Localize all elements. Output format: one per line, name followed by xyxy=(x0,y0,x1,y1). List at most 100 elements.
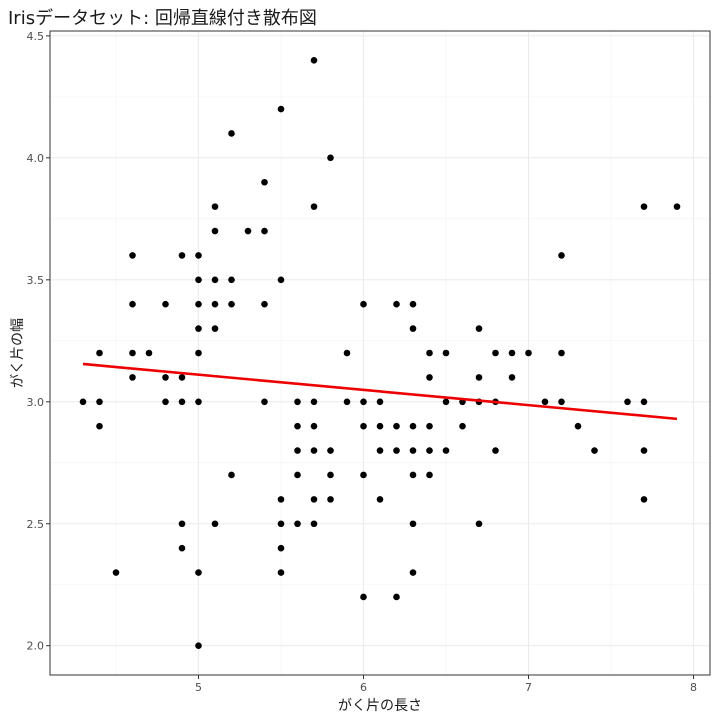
data-point xyxy=(145,349,153,357)
data-point xyxy=(211,300,219,308)
data-point xyxy=(261,398,268,406)
data-point xyxy=(195,276,202,284)
x-tick-label: 6 xyxy=(360,681,367,694)
data-point xyxy=(294,422,301,430)
data-point xyxy=(96,349,103,357)
data-point xyxy=(409,471,417,479)
data-point xyxy=(327,496,334,503)
data-point xyxy=(162,374,169,381)
data-point xyxy=(228,276,235,284)
data-point xyxy=(310,422,318,430)
data-point xyxy=(211,203,219,210)
x-tick-label: 5 xyxy=(195,681,202,694)
data-point xyxy=(492,447,499,454)
data-point xyxy=(327,447,334,454)
data-point xyxy=(195,398,202,406)
data-point xyxy=(409,325,417,332)
data-points xyxy=(79,56,681,650)
data-point xyxy=(277,105,285,113)
data-point xyxy=(310,496,318,503)
data-point xyxy=(360,471,367,479)
data-point xyxy=(360,422,367,430)
data-point xyxy=(228,130,235,137)
data-point xyxy=(261,300,268,308)
data-point xyxy=(393,447,400,454)
data-point xyxy=(640,398,648,406)
data-point xyxy=(162,398,169,406)
data-point xyxy=(129,300,136,308)
y-tick-label: 3.0 xyxy=(27,396,45,409)
data-point xyxy=(508,374,516,381)
data-point xyxy=(96,422,103,430)
plot-panel-border xyxy=(49,30,711,676)
y-tick-label: 4.0 xyxy=(27,152,45,165)
data-point xyxy=(343,398,351,406)
data-point xyxy=(310,520,318,528)
data-point xyxy=(640,496,648,503)
data-point xyxy=(591,447,598,454)
data-point xyxy=(376,496,384,503)
data-point xyxy=(442,349,450,357)
x-tick-label: 8 xyxy=(690,681,697,694)
data-point xyxy=(129,349,136,357)
data-point xyxy=(409,447,417,454)
data-point xyxy=(178,398,186,406)
y-axis-title: がく片の幅 xyxy=(10,318,26,388)
data-point xyxy=(624,398,631,406)
data-point xyxy=(475,325,483,332)
data-point xyxy=(442,398,450,406)
data-point xyxy=(294,447,301,454)
data-point xyxy=(79,398,87,406)
data-point xyxy=(409,422,417,430)
data-point xyxy=(640,203,648,210)
data-point xyxy=(277,520,285,528)
data-point xyxy=(525,349,532,357)
data-point xyxy=(195,300,202,308)
data-point xyxy=(426,471,433,479)
data-point xyxy=(211,276,219,284)
chart-title: Irisデータセット: 回帰直線付き散布図 xyxy=(8,8,317,29)
data-point xyxy=(409,300,417,308)
data-point xyxy=(195,349,202,357)
data-point xyxy=(129,252,136,259)
data-point xyxy=(360,300,367,308)
data-point xyxy=(426,349,433,357)
data-point xyxy=(211,325,219,332)
regression-line xyxy=(82,362,678,421)
data-point xyxy=(244,227,252,235)
data-point xyxy=(426,422,433,430)
data-point xyxy=(426,374,433,381)
data-point xyxy=(211,520,219,528)
data-point xyxy=(459,422,466,430)
data-point xyxy=(261,178,268,186)
data-point xyxy=(409,569,417,576)
data-point xyxy=(426,447,433,454)
data-point xyxy=(129,374,136,381)
data-point xyxy=(96,398,103,406)
data-point xyxy=(492,349,499,357)
data-point xyxy=(162,300,169,308)
data-point xyxy=(442,447,450,454)
data-point xyxy=(475,374,483,381)
x-tick-label: 7 xyxy=(525,681,532,694)
data-point xyxy=(277,569,285,576)
data-point xyxy=(310,203,318,210)
data-point xyxy=(310,56,318,64)
data-point xyxy=(178,544,186,552)
data-point xyxy=(178,520,186,528)
data-point xyxy=(261,227,268,235)
data-point xyxy=(178,252,186,259)
data-point xyxy=(409,520,417,528)
data-point xyxy=(195,252,202,259)
data-point xyxy=(475,520,483,528)
data-point xyxy=(294,520,301,528)
data-point xyxy=(277,544,285,552)
data-point xyxy=(558,398,565,406)
data-point xyxy=(112,569,120,576)
data-point xyxy=(195,642,202,650)
y-tick-label: 3.5 xyxy=(27,274,45,287)
data-point xyxy=(393,300,400,308)
data-point xyxy=(178,374,186,381)
data-point xyxy=(327,471,334,479)
